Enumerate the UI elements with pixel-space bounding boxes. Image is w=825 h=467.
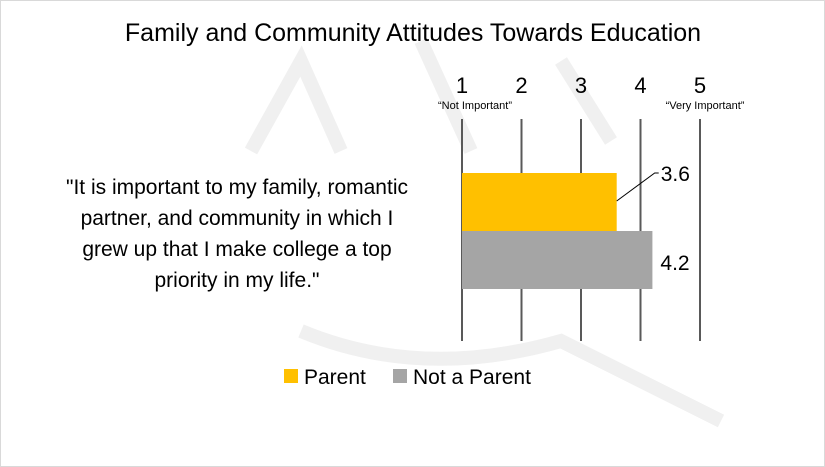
category-label: partner, and community in which I (81, 207, 394, 230)
legend-label: Not a Parent (413, 366, 531, 389)
category-label: "It is important to my family, romantic (66, 176, 408, 199)
bar-not-a-parent (462, 231, 653, 289)
x-tick-label: 4 (634, 73, 646, 98)
category-label: grew up that I make college a top (82, 238, 391, 261)
anchor-label-low: “Not Important” (438, 100, 512, 112)
anchor-label-high: “Very Important” (666, 100, 745, 112)
bar-parent (462, 173, 617, 231)
legend-item: Not a Parent (393, 366, 531, 389)
legend-item: Parent (284, 366, 366, 389)
x-tick-label: 3 (575, 73, 587, 98)
x-tick-label: 5 (694, 73, 706, 98)
watermark-shape (244, 38, 725, 428)
x-tick-label: 1 (456, 73, 468, 98)
chart-title: Family and Community Attitudes Towards E… (125, 19, 701, 47)
data-label: 3.6 (661, 163, 690, 186)
legend-swatch (284, 369, 298, 383)
data-label: 4.2 (660, 252, 689, 275)
legend-label: Parent (304, 366, 366, 389)
category-label: priority in my life." (155, 269, 320, 292)
x-tick-label: 2 (515, 73, 527, 98)
leader-line (616, 172, 659, 202)
legend-swatch (393, 369, 407, 383)
